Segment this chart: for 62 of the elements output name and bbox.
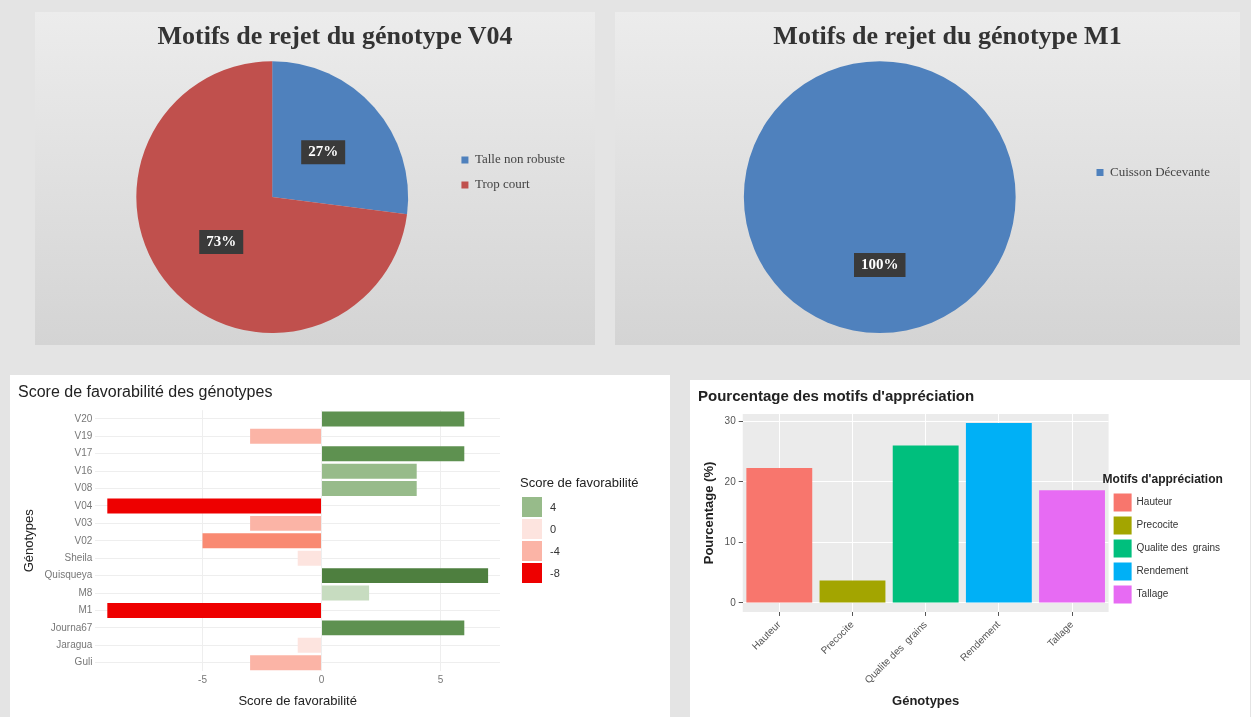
legend-label: Qualite des grains [1136,542,1221,554]
x-tick-label: -5 [198,674,208,686]
y-tick-label: V02 [74,534,93,546]
chart-title: Pourcentage des motifs d'appréciation [698,387,975,405]
bar [202,533,321,549]
legend-label: Rendement [1136,565,1189,577]
y-tick-label: Guli [74,656,93,668]
legend-title: Motifs d'appréciation [1102,471,1223,486]
y-axis-title: Génotypes [21,508,37,573]
y-axis-title: Pourcentage (%) [701,461,717,565]
chart-title: Motifs de rejet du génotype V04 [157,21,513,51]
bar [107,498,321,514]
legend-label: Tallage [1136,588,1169,600]
color-bar-label: -8 [550,567,560,579]
color-bar-label: 4 [550,501,557,513]
bar [250,655,321,671]
bar [322,585,370,601]
y-tick-label: V04 [74,499,93,511]
data-label: 27% [308,143,339,160]
y-tick-label: M8 [78,586,93,598]
y-tick-label: 30 [724,415,737,427]
x-tick-label: 5 [437,674,444,686]
x-tick-label: 0 [318,674,325,686]
y-tick-label: V16 [74,464,93,476]
chart-title: Score de favorabilité des génotypes [18,383,273,401]
bar [250,515,321,531]
color-bar-title: Score de favorabilité [520,475,639,490]
color-bar-label: -4 [550,545,560,557]
y-tick-label: V19 [74,430,93,442]
y-tick-label: 10 [724,536,737,548]
bar [250,428,321,444]
legend-label: Precocite [1136,519,1179,531]
y-tick-label: V08 [74,482,93,494]
legend-label: Hauteur [1136,496,1173,508]
y-tick-label: 20 [724,475,737,487]
data-label: 100% [861,255,899,272]
x-axis-title: Génotypes [892,692,960,708]
color-bar-label: 0 [550,523,557,535]
y-tick-label: 0 [730,596,737,608]
y-tick-label: Quisqueya [44,569,93,581]
bar [107,602,321,618]
bar [322,620,465,636]
bar [322,481,417,497]
bar [297,550,321,566]
legend-label: Trop court [474,176,531,192]
x-axis-title: Score de favorabilité [238,692,357,708]
legend-label: Cuisson Décevante [1110,163,1211,179]
y-tick-label: Sheila [64,551,93,563]
y-tick-label: Jaragua [56,639,93,651]
bar [297,637,321,653]
legend-label: Talle non robuste [474,151,566,167]
y-tick-label: Journa67 [50,621,93,633]
y-tick-label: V20 [74,412,93,424]
bar [322,568,489,584]
y-tick-label: V03 [74,517,93,529]
data-label: 73% [206,232,237,249]
bar [322,463,417,479]
chart-title: Motifs de rejet du génotype M1 [773,21,1122,51]
bar [322,446,465,462]
y-tick-label: M1 [78,604,93,616]
y-tick-label: V17 [74,447,93,459]
bar [322,411,465,427]
